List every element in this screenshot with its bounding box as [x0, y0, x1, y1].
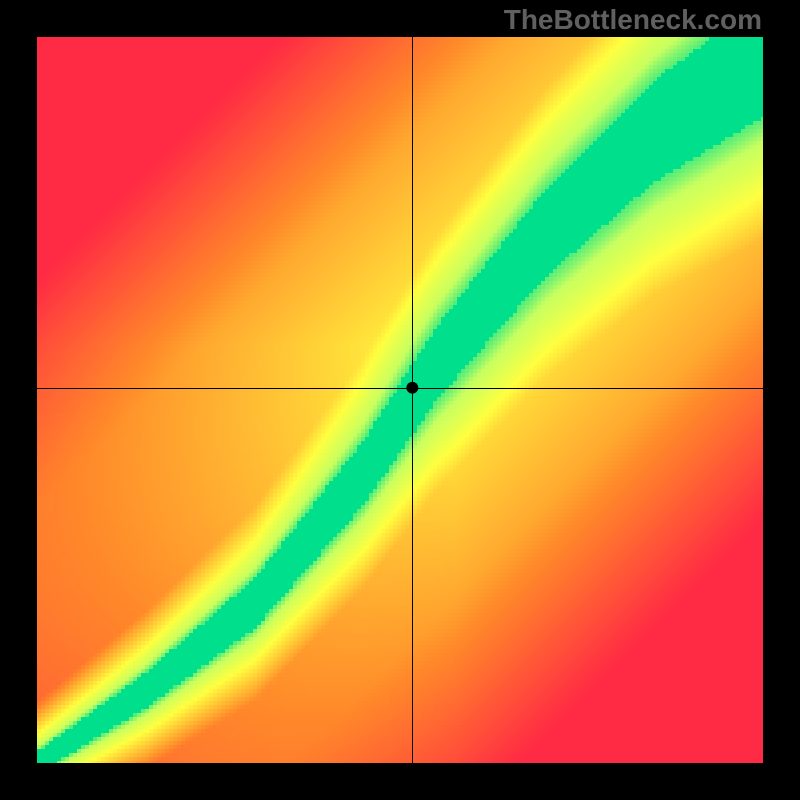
watermark-text: TheBottleneck.com [504, 4, 762, 36]
chart-container: TheBottleneck.com [0, 0, 800, 800]
bottleneck-heatmap [0, 0, 800, 800]
